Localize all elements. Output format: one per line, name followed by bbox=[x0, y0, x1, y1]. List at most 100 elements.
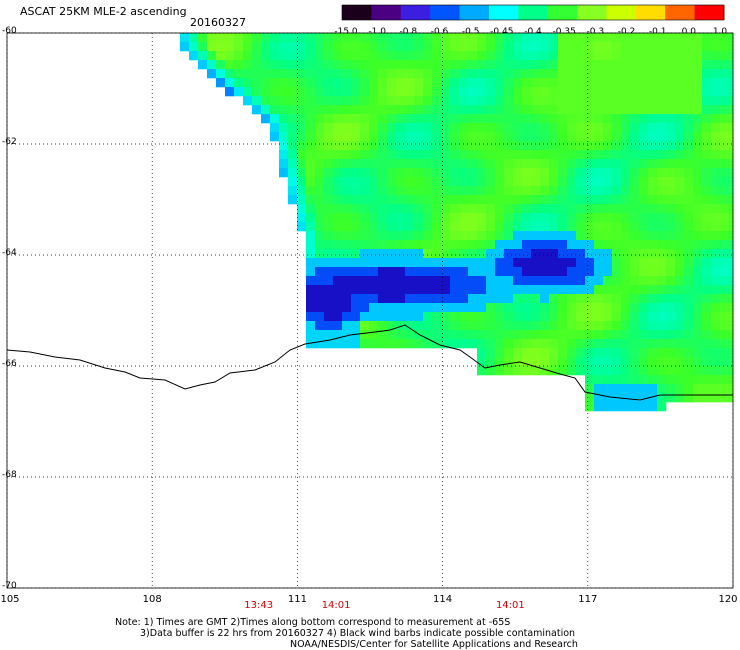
swath-cell bbox=[720, 69, 730, 79]
swath-cell bbox=[567, 294, 577, 304]
swath-cell bbox=[468, 51, 478, 61]
swath-cell bbox=[477, 222, 487, 232]
swath-cell bbox=[396, 168, 406, 178]
swath-cell bbox=[585, 375, 595, 385]
swath-cell bbox=[594, 240, 604, 250]
swath-cell bbox=[693, 240, 703, 250]
swath-cell bbox=[360, 96, 370, 106]
swath-cell bbox=[450, 231, 460, 241]
swath-cell bbox=[612, 150, 622, 160]
swath-cell bbox=[603, 96, 613, 106]
swath-cell bbox=[567, 312, 577, 322]
swath-cell bbox=[648, 87, 658, 97]
swath-cell bbox=[477, 267, 487, 277]
swath-cell bbox=[504, 231, 514, 241]
swath-cell bbox=[711, 33, 721, 43]
swath-cell bbox=[333, 42, 343, 52]
swath-cell bbox=[522, 105, 532, 115]
swath-cell bbox=[306, 150, 316, 160]
swath-cell bbox=[711, 204, 721, 214]
swath-cell bbox=[630, 321, 640, 331]
swath-cell bbox=[594, 384, 604, 394]
swath-cell bbox=[648, 276, 658, 286]
plot-frame bbox=[6, 32, 734, 589]
swath-cell bbox=[378, 195, 388, 205]
swath-cell bbox=[540, 195, 550, 205]
chart-date: 20160327 bbox=[190, 16, 246, 29]
swath-cell bbox=[576, 348, 586, 358]
swath-cell bbox=[522, 114, 532, 124]
swath-cell bbox=[396, 321, 406, 331]
swath-cell bbox=[711, 303, 721, 313]
footer-note-1: Note: 1) Times are GMT 2)Times along bot… bbox=[115, 617, 511, 628]
swath-cell bbox=[612, 213, 622, 223]
swath-cell bbox=[639, 312, 649, 322]
swath-cell bbox=[396, 150, 406, 160]
swath-cell bbox=[351, 168, 361, 178]
colorbar-swatch bbox=[518, 5, 549, 20]
swath-cell bbox=[333, 303, 343, 313]
swath-cell bbox=[225, 60, 235, 70]
swath-cell bbox=[558, 78, 568, 88]
swath-cell bbox=[432, 60, 442, 70]
swath-cell bbox=[405, 150, 415, 160]
swath-cell bbox=[540, 204, 550, 214]
swath-cell bbox=[513, 123, 523, 133]
swath-cell bbox=[702, 213, 712, 223]
swath-cell bbox=[648, 33, 658, 43]
swath-cell bbox=[414, 96, 424, 106]
swath-cell bbox=[558, 186, 568, 196]
swath-cell bbox=[675, 348, 685, 358]
swath-cell bbox=[486, 60, 496, 70]
swath-cell bbox=[315, 285, 325, 295]
swath-cell bbox=[468, 213, 478, 223]
swath-cell bbox=[414, 114, 424, 124]
colorbar-tick-label: -1.0 bbox=[368, 27, 386, 37]
swath-cell bbox=[405, 96, 415, 106]
swath-cell bbox=[486, 231, 496, 241]
swath-cell bbox=[387, 303, 397, 313]
swath-cell bbox=[702, 366, 712, 376]
swath-cell bbox=[342, 159, 352, 169]
swath-cell bbox=[504, 33, 514, 43]
swath-cell bbox=[612, 321, 622, 331]
swath-cell bbox=[729, 42, 734, 52]
swath-cell bbox=[702, 51, 712, 61]
swath-cell bbox=[630, 231, 640, 241]
swath-cell bbox=[558, 150, 568, 160]
swath-cell bbox=[468, 231, 478, 241]
swath-cell bbox=[576, 87, 586, 97]
swath-cell bbox=[342, 285, 352, 295]
swath-cell bbox=[603, 222, 613, 232]
swath-cell bbox=[603, 168, 613, 178]
swath-cell bbox=[720, 330, 730, 340]
swath-cell bbox=[603, 321, 613, 331]
swath-cell bbox=[630, 339, 640, 349]
swath-cell bbox=[405, 276, 415, 286]
swath-cell bbox=[459, 339, 469, 349]
swath-cell bbox=[396, 285, 406, 295]
swath-cell bbox=[396, 231, 406, 241]
swath-cell bbox=[558, 69, 568, 79]
swath-cell bbox=[279, 96, 289, 106]
swath-cell bbox=[495, 321, 505, 331]
swath-cell bbox=[387, 267, 397, 277]
swath-cell bbox=[576, 186, 586, 196]
swath-cell bbox=[702, 267, 712, 277]
swath-cell bbox=[549, 186, 559, 196]
swath-cell bbox=[693, 105, 703, 115]
swath-cell bbox=[333, 87, 343, 97]
swath-cell bbox=[468, 204, 478, 214]
swath-cell bbox=[603, 33, 613, 43]
swath-cell bbox=[729, 375, 734, 385]
swath-cell bbox=[549, 312, 559, 322]
swath-cell bbox=[540, 123, 550, 133]
swath-cell bbox=[594, 96, 604, 106]
swath-cell bbox=[711, 312, 721, 322]
swath-cell bbox=[441, 258, 451, 268]
swath-cell bbox=[297, 177, 307, 187]
swath-cell bbox=[495, 267, 505, 277]
swath-cell bbox=[549, 105, 559, 115]
swath-cell bbox=[549, 303, 559, 313]
swath-cell bbox=[666, 348, 676, 358]
